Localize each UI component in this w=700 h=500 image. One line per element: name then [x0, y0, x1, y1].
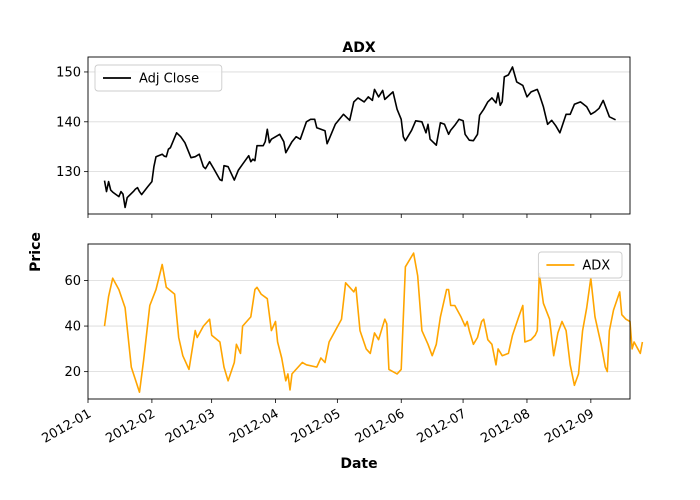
x-tick-label: 2012-07	[415, 406, 470, 446]
y-tick-label: 40	[64, 320, 81, 335]
y-tick-label: 130	[56, 165, 81, 180]
legend: ADX	[537, 251, 623, 279]
y-tick-label: 150	[56, 65, 81, 80]
x-axis-label: Date	[340, 456, 377, 472]
x-tick-label: 2012-06	[353, 406, 408, 446]
x-tick-label: 2012-02	[103, 406, 158, 446]
legend-label: Adj Close	[139, 72, 199, 87]
y-axis-label: Price	[28, 232, 44, 272]
series-line	[103, 252, 644, 393]
y-tick-label: 140	[56, 115, 81, 130]
legend-box	[94, 64, 223, 92]
legend: Adj Close	[94, 64, 223, 92]
axes-frame	[87, 56, 631, 215]
x-tick-label: 2012-09	[542, 406, 597, 446]
axes-frame	[87, 243, 631, 400]
x-tick-label: 2012-01	[39, 406, 94, 446]
x-tick-label: 2012-04	[227, 406, 282, 446]
y-tick-label: 20	[64, 365, 81, 380]
x-tick-label: 2012-05	[289, 406, 344, 446]
x-tick-label: 2012-03	[163, 406, 218, 446]
y-tick-label: 60	[64, 274, 81, 289]
adj-close-panel: 130 140 150 Adj Close	[56, 56, 631, 218]
legend-label: ADX	[582, 259, 610, 274]
x-tick-label: 2012-08	[478, 406, 533, 446]
chart-title: ADX	[342, 40, 375, 56]
series-line	[103, 66, 616, 209]
legend-box	[537, 251, 623, 279]
